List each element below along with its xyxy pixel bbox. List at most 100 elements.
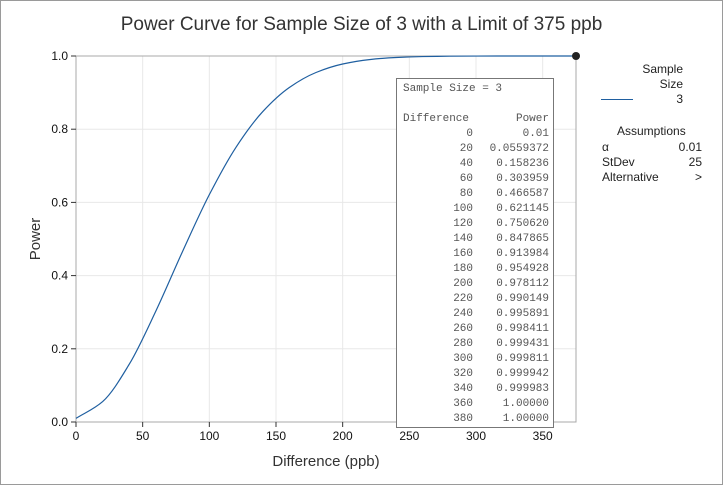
table-cell-power: 0.999811	[496, 353, 549, 365]
table-cell-power: 0.978112	[496, 278, 549, 290]
table-row: 180 0.954928	[397, 262, 555, 277]
table-header: Sample Size = 3	[403, 83, 503, 95]
y-tick-label: 0.6	[51, 195, 68, 209]
table-cell-power: 0.998411	[496, 323, 549, 335]
table-row: 140 0.847865	[397, 232, 555, 247]
table-cell-power: 0.0559372	[489, 143, 549, 155]
x-tick-label: 50	[136, 429, 150, 443]
assumption-label: α	[602, 140, 609, 154]
table-cell-difference: 200	[453, 278, 473, 290]
table-cell-power: 0.999983	[496, 383, 549, 395]
y-tick-label: 0.2	[51, 342, 68, 356]
x-tick-label: 0	[73, 429, 80, 443]
table-row: 300 0.999811	[397, 352, 555, 367]
table-row: 120 0.750620	[397, 217, 555, 232]
table-cell-difference: 320	[453, 368, 473, 380]
table-cell-difference: 360	[453, 398, 473, 410]
table-cell-difference: 120	[453, 218, 473, 230]
x-axis-title: Difference (ppb)	[272, 453, 379, 470]
table-row: 240 0.995891	[397, 307, 555, 322]
assumption-value: 25	[688, 155, 702, 169]
table-cell-power: 0.466587	[496, 188, 549, 200]
assumptions-title: Assumptions	[617, 124, 686, 138]
y-tick-label: 0.4	[51, 269, 68, 283]
table-row: 100 0.621145	[397, 202, 555, 217]
x-tick-label: 100	[199, 429, 219, 443]
assumption-row: Alternative >	[602, 170, 702, 185]
x-tick-label: 200	[333, 429, 353, 443]
table-cell-difference: 260	[453, 323, 473, 335]
table-row: 340 0.999983	[397, 382, 555, 397]
table-row: 220 0.990149	[397, 292, 555, 307]
limit-marker-point	[572, 52, 580, 60]
table-col-difference: Difference	[403, 113, 470, 125]
table-cell-power: 0.847865	[496, 233, 549, 245]
x-tick-label: 350	[533, 429, 553, 443]
table-row: 280 0.999431	[397, 337, 555, 352]
y-axis-title: Power	[27, 218, 44, 261]
assumption-value: >	[694, 170, 702, 184]
x-tick-label: 300	[466, 429, 486, 443]
table-cell-difference: 60	[459, 173, 473, 185]
x-tick-label: 150	[266, 429, 286, 443]
table-cell-power: 0.913984	[496, 248, 549, 260]
table-row: 160 0.913984	[397, 247, 555, 262]
table-cell-difference: 300	[453, 353, 473, 365]
table-cell-difference: 80	[459, 188, 473, 200]
table-row: 20 0.0559372	[397, 142, 555, 157]
legend-title-line1: Sample	[642, 62, 683, 76]
table-cell-difference: 280	[453, 338, 473, 350]
y-tick-label: 1.0	[51, 49, 68, 63]
assumption-label: Alternative	[602, 170, 659, 184]
table-cell-difference: 380	[453, 413, 473, 425]
legend-entry-label: 3	[676, 92, 683, 106]
table-row: 200 0.978112	[397, 277, 555, 292]
y-tick-label: 0.8	[51, 122, 68, 136]
table-cell-difference: 140	[453, 233, 473, 245]
table-cell-power: 0.750620	[496, 218, 549, 230]
table-row: 80 0.466587	[397, 187, 555, 202]
assumption-row: StDev 25	[602, 155, 702, 170]
x-tick-label: 250	[399, 429, 419, 443]
table-cell-power: 0.999942	[496, 368, 549, 380]
assumption-label: StDev	[602, 155, 635, 169]
table-cell-power: 1.00000	[502, 413, 549, 425]
table-cell-power: 0.999431	[496, 338, 549, 350]
table-row: 40 0.158236	[397, 157, 555, 172]
table-row: 360 1.00000	[397, 397, 555, 412]
table-cell-power: 0.158236	[496, 158, 549, 170]
legend-title-line2: Size	[659, 77, 683, 91]
table-cell-difference: 160	[453, 248, 473, 260]
table-cell-difference: 40	[459, 158, 473, 170]
table-row: 0 0.01	[397, 127, 555, 142]
power-table: Sample Size = 3 Difference Power 0 0.01 20…	[396, 78, 554, 428]
table-cell-difference: 100	[453, 203, 473, 215]
table-row: 380 1.00000	[397, 412, 555, 427]
table-cell-power: 1.00000	[502, 398, 549, 410]
table-row: 60 0.303959	[397, 172, 555, 187]
table-cell-power: 0.954928	[496, 263, 549, 275]
table-cell-power: 0.621145	[496, 203, 549, 215]
table-cell-power: 0.303959	[496, 173, 549, 185]
table-col-power: Power	[515, 113, 549, 125]
assumption-row: α 0.01	[602, 140, 702, 155]
table-cell-difference: 220	[453, 293, 473, 305]
table-row: 260 0.998411	[397, 322, 555, 337]
power-curve-line	[75, 55, 576, 419]
assumption-value: 0.01	[678, 140, 702, 154]
table-cell-power: 0.990149	[496, 293, 549, 305]
table-row: 320 0.999942	[397, 367, 555, 382]
plot-area-border	[75, 55, 577, 423]
table-cell-difference: 340	[453, 383, 473, 395]
table-cell-difference: 240	[453, 308, 473, 320]
table-column-headers: Difference Power	[397, 112, 555, 127]
table-cell-difference: 0	[466, 128, 473, 140]
table-cell-power: 0.995891	[496, 308, 549, 320]
chart-title: Power Curve for Sample Size of 3 with a …	[120, 14, 603, 35]
table-cell-difference: 20	[459, 143, 473, 155]
legend-swatch-line	[601, 99, 633, 100]
y-tick-label: 0.0	[51, 415, 68, 429]
table-cell-difference: 180	[453, 263, 473, 275]
